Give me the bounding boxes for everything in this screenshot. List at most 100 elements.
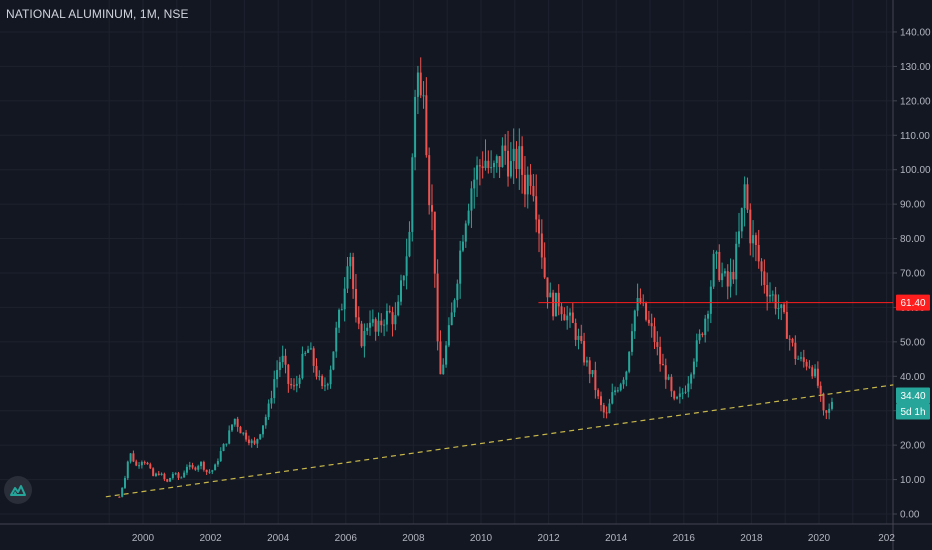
candle-down [574, 322, 577, 340]
candle-up [326, 384, 329, 386]
candle-up [129, 453, 132, 462]
candle-down [763, 271, 766, 286]
candle-down [245, 432, 248, 440]
candle-up [616, 390, 619, 392]
candle-down [143, 462, 146, 464]
x-tick-label: 2000 [132, 533, 155, 544]
candle-down [321, 376, 324, 386]
candle-up [160, 473, 163, 475]
y-tick-label: 130.00 [900, 62, 931, 73]
x-tick-label: 2018 [740, 533, 763, 544]
candle-down [766, 285, 769, 297]
candle-up [185, 466, 188, 473]
candle-down [507, 150, 510, 177]
candle-up [138, 465, 141, 467]
candle-down [290, 383, 293, 386]
candle-down [439, 341, 442, 375]
candle-up [298, 378, 301, 384]
candle-up [323, 385, 326, 387]
candle-down [540, 233, 543, 258]
candle-up [318, 376, 321, 378]
candle-up [667, 376, 670, 380]
candle-up [222, 444, 225, 452]
candle-down [425, 95, 428, 156]
candle-down [602, 405, 605, 413]
y-tick-label: 50.00 [900, 337, 925, 348]
x-tick-label: 202 [878, 533, 895, 544]
candle-up [197, 466, 200, 470]
candle-up [715, 251, 718, 254]
candle-down [538, 219, 541, 234]
candle-up [169, 478, 172, 482]
candle-down [532, 185, 535, 197]
candle-up [577, 335, 580, 340]
candle-up [554, 292, 557, 317]
candle-up [622, 379, 625, 385]
candle-down [481, 166, 484, 169]
candle-up [692, 361, 695, 375]
candle-down [292, 385, 295, 387]
candle-down [726, 271, 729, 287]
candle-up [799, 357, 802, 359]
support-trendline [105, 384, 894, 498]
candle-down [605, 412, 608, 414]
candle-down [811, 367, 814, 377]
candle-down [774, 294, 777, 309]
tradingview-logo-icon[interactable] [4, 476, 32, 504]
candle-up [154, 473, 157, 476]
candle-down [816, 368, 819, 386]
candle-up [228, 430, 231, 444]
candle-up [259, 434, 262, 440]
candle-up [447, 325, 450, 346]
candle-up [188, 465, 191, 467]
candle-down [504, 145, 507, 151]
candle-down [560, 306, 563, 315]
candle-down [132, 453, 135, 462]
candle-up [464, 223, 467, 242]
candle-down [478, 165, 481, 167]
candle-up [383, 324, 386, 326]
candle-up [467, 210, 470, 224]
candle-down [149, 464, 152, 469]
candle-down [312, 348, 315, 366]
candle-up [126, 461, 129, 479]
x-tick-label: 2012 [537, 533, 560, 544]
candle-up [405, 256, 408, 276]
candle-up [729, 271, 732, 287]
candle-up [366, 327, 369, 331]
candle-down [433, 211, 436, 274]
candle-up [569, 312, 572, 316]
candle-up [180, 477, 183, 479]
candle-down [391, 312, 394, 325]
candle-down [521, 146, 524, 175]
candle-down [146, 462, 149, 465]
candle-up [442, 364, 445, 375]
candle-up [456, 283, 459, 301]
candle-down [388, 310, 391, 313]
candle-up [518, 146, 521, 169]
candle-down [419, 72, 422, 96]
candle-up [690, 374, 693, 384]
y-tick-label: 90.00 [900, 200, 925, 211]
y-tick-label: 80.00 [900, 234, 925, 245]
candle-up [171, 473, 174, 479]
candle-down [357, 317, 360, 324]
candle-up [200, 462, 203, 467]
candle-up [512, 148, 515, 162]
candle-up [549, 292, 552, 298]
candle-up [408, 231, 411, 257]
candle-up [614, 390, 617, 393]
y-tick-label: 70.00 [900, 268, 925, 279]
candle-up [123, 478, 126, 488]
candle-up [121, 487, 124, 497]
candle-up [394, 315, 397, 325]
candle-up [208, 471, 211, 473]
candle-up [400, 280, 403, 302]
candle-down [205, 469, 208, 473]
candle-up [628, 351, 631, 372]
candle-up [695, 340, 698, 362]
candle-down [236, 418, 239, 427]
candle-up [183, 472, 186, 478]
candle-up [698, 333, 701, 341]
